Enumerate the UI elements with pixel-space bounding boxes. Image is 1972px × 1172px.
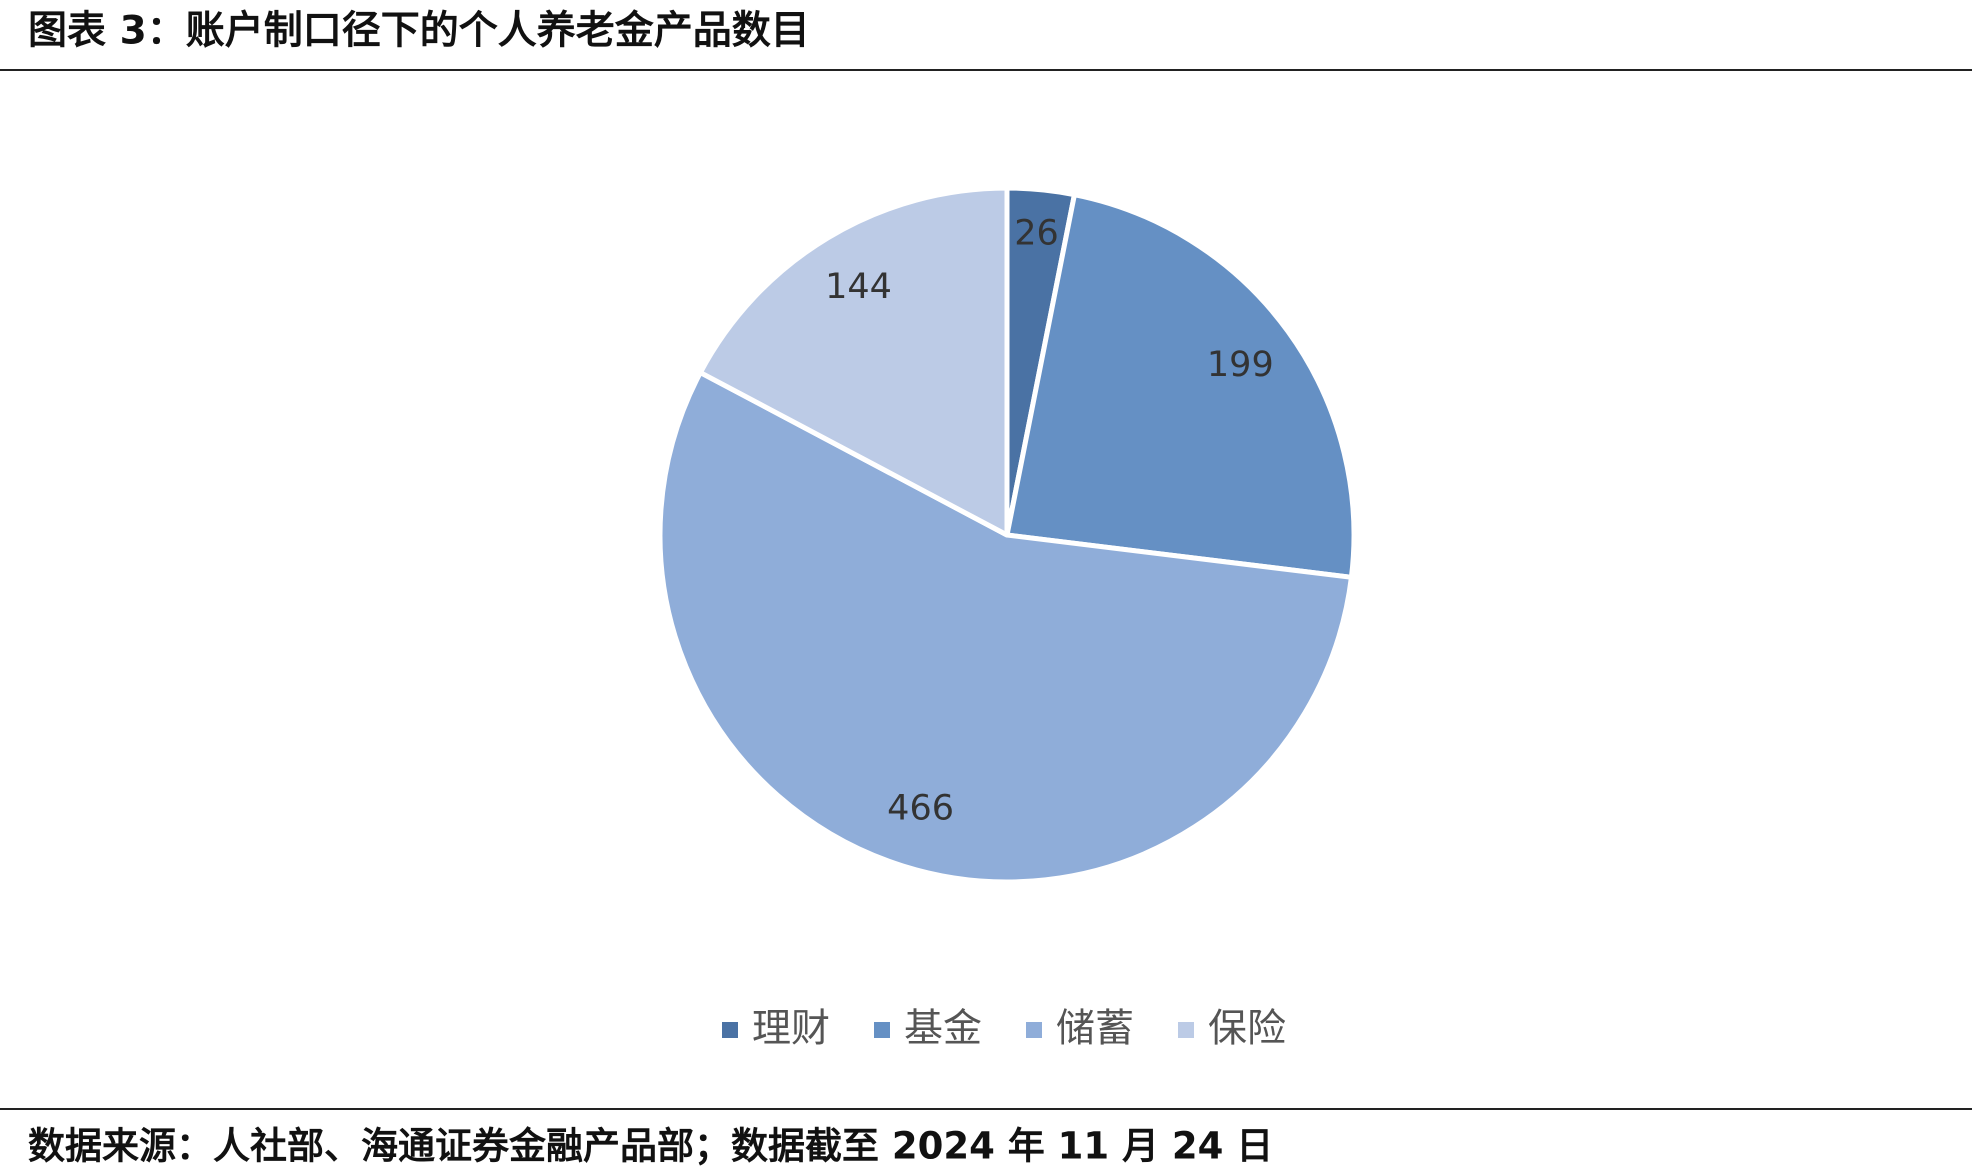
source-note: 数据来源：人社部、海通证券金融产品部；数据截至 2024 年 11 月 24 日 bbox=[28, 1125, 1273, 1168]
legend-label: 基金 bbox=[904, 1007, 982, 1052]
legend-swatch bbox=[1178, 1022, 1194, 1038]
chart-title: 图表 3：账户制口径下的个人养老金产品数目 bbox=[28, 9, 810, 54]
legend-swatch bbox=[1026, 1022, 1042, 1038]
pie-slice bbox=[1004, 192, 1357, 580]
legend-swatch bbox=[722, 1022, 738, 1038]
pie-slice bbox=[657, 370, 1354, 885]
legend-label: 保险 bbox=[1208, 1007, 1286, 1052]
data-label: 466 bbox=[887, 789, 954, 829]
data-label: 144 bbox=[825, 267, 892, 307]
data-label: 26 bbox=[1014, 214, 1059, 254]
pie-slice bbox=[697, 185, 1010, 538]
legend-label: 储蓄 bbox=[1056, 1007, 1134, 1052]
data-label: 199 bbox=[1207, 345, 1274, 385]
legend-swatch bbox=[874, 1022, 890, 1038]
legend-label: 理财 bbox=[752, 1007, 830, 1052]
